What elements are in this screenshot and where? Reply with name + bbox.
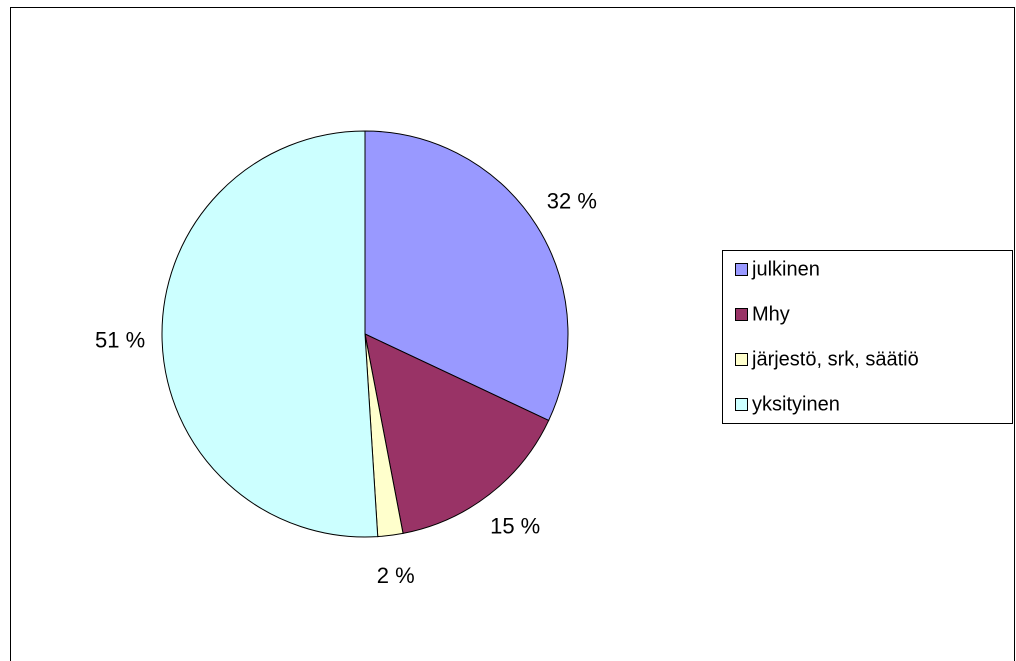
pie-slice bbox=[364, 130, 569, 422]
data-label: 2 % bbox=[377, 563, 415, 588]
legend-label: järjestö, srk, säätiö bbox=[751, 348, 919, 370]
legend-box bbox=[722, 250, 1013, 424]
data-label: 51 % bbox=[95, 328, 145, 353]
pie-slice bbox=[364, 333, 550, 534]
chart-frame bbox=[10, 7, 1015, 661]
legend-swatch bbox=[735, 398, 748, 411]
legend-label: Mhy bbox=[752, 303, 790, 325]
data-label: 32 % bbox=[547, 189, 597, 214]
legend: julkinen Mhy järjestö, srk, säätiö yksityin… bbox=[722, 250, 1013, 424]
legend-label: yksityinen bbox=[752, 393, 840, 415]
pie: 32 % 15 % 2 % 51 % bbox=[95, 130, 597, 588]
legend-swatch bbox=[735, 353, 748, 366]
pie-slice bbox=[161, 130, 379, 538]
legend-swatch bbox=[735, 308, 748, 321]
data-label: 15 % bbox=[490, 513, 540, 538]
legend-swatch bbox=[735, 263, 748, 276]
legend-label: julkinen bbox=[751, 258, 820, 280]
